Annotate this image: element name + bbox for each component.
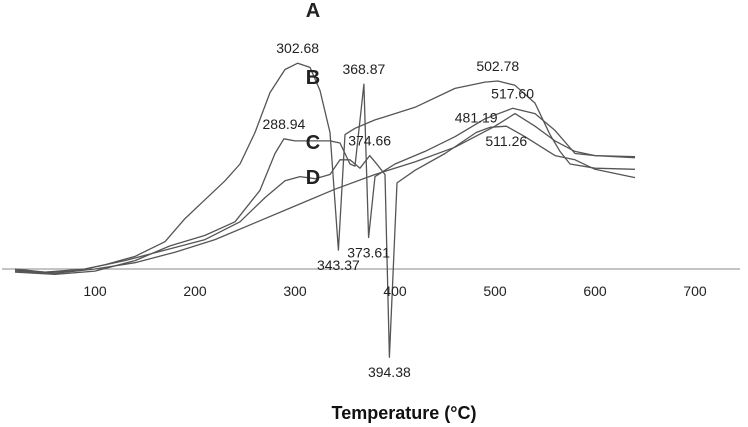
x-tick-label-200: 200: [183, 283, 207, 299]
peak-label-502-78: 502.78: [476, 58, 519, 74]
series-line-d: [14, 112, 636, 274]
x-tick-label-300: 300: [283, 283, 307, 299]
x-axis-title: Temperature (°C): [332, 403, 477, 423]
peak-label-302-68: 302.68: [276, 40, 319, 56]
series-line-c: [14, 125, 636, 358]
series-line-b: [14, 83, 636, 275]
peak-label-511-26: 511.26: [485, 133, 527, 149]
curve-letter-a: A: [306, 0, 320, 22]
series-line-a: [14, 62, 636, 273]
peak-label-517-60: 517.60: [491, 85, 534, 101]
peak-label-288-94: 288.94: [263, 116, 306, 132]
x-tick-label-100: 100: [83, 283, 107, 299]
peak-label-394-38: 394.38: [368, 364, 411, 380]
peak-label-481-19: 481.19: [455, 110, 498, 126]
peak-label-373-61: 373.61: [347, 245, 390, 261]
peak-label-343-37: 343.37: [317, 257, 360, 273]
peak-label-374-66: 374.66: [348, 133, 391, 149]
x-tick-label-700: 700: [683, 283, 707, 299]
peak-annotations: 302.68 502.78 343.37 288.94 368.87 373.61 517.…: [263, 40, 535, 380]
curve-letter-b: B: [306, 67, 320, 89]
series-lines: [14, 62, 636, 358]
x-tick-label-600: 600: [583, 283, 607, 299]
peak-label-368-87: 368.87: [342, 61, 385, 77]
x-tick-label-400: 400: [383, 283, 407, 299]
x-axis-ticks: 100 200 300 400 500 600 700: [83, 283, 707, 299]
curve-letter-c: C: [306, 132, 320, 154]
curve-letters: A B CD: [306, 0, 320, 189]
curve-letter-d: D: [306, 167, 320, 189]
x-tick-label-500: 500: [483, 283, 507, 299]
